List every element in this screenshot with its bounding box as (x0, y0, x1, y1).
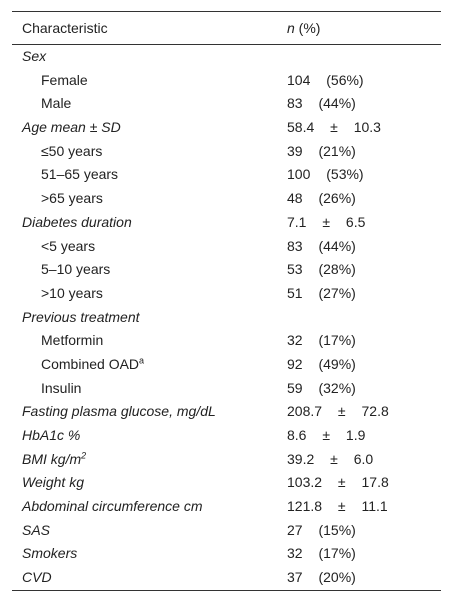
item-row: Metformin 32 (17%) (12, 329, 441, 353)
value-cell: 58.4 ± 10.3 (287, 119, 381, 136)
label: Weight kg (22, 474, 84, 491)
superscript: a (139, 355, 145, 366)
label-cell: 5–10 years (41, 258, 110, 282)
group-row: HbA1c % 8.6 ± 1.9 (12, 424, 441, 448)
item-row: 5–10 years 53 (28%) (12, 258, 441, 282)
label-cell: Diabetes duration (22, 211, 132, 235)
label-cell: ≤50 years (41, 140, 102, 164)
header-percent: (%) (294, 20, 321, 36)
value-cell: 104 (56%) (287, 71, 364, 88)
group-row: Age mean ± SD 58.4 ± 10.3 (12, 116, 441, 140)
label: SAS (22, 521, 51, 538)
group-row: BMI kg/m2 39.2 ± 6.0 (12, 448, 441, 472)
label: BMI kg/m (22, 450, 82, 467)
label-cell: CVD (22, 566, 52, 590)
value-cell: 32 (17%) (287, 545, 356, 562)
group-row: Fasting plasma glucose, mg/dL 208.7 ± 72.… (12, 400, 441, 424)
item-row: 51–65 years 100 (53%) (12, 163, 441, 187)
group-row: Sex (12, 45, 441, 69)
label-cell: >65 years (41, 187, 103, 211)
label: ≤50 years (41, 142, 103, 159)
item-row: Male 83 (44%) (12, 92, 441, 116)
label-cell: Sex (22, 45, 46, 69)
group-row: SAS 27 (15%) (12, 519, 441, 543)
value-cell: 92 (49%) (287, 355, 356, 372)
item-row: <5 years 83 (44%) (12, 235, 441, 259)
label-cell: Metformin (41, 329, 103, 353)
label: Insulin (41, 379, 82, 396)
value-cell: 83 (44%) (287, 237, 356, 254)
label-cell: Fasting plasma glucose, mg/dL (22, 400, 216, 424)
label-cell: BMI kg/m2 (22, 448, 86, 472)
label: Fasting plasma glucose, mg/dL (22, 403, 216, 420)
label-cell: Smokers (22, 542, 77, 566)
label-cell: Female (41, 69, 88, 93)
group-row: Previous treatment (12, 306, 441, 330)
value-cell: 83 (44%) (287, 95, 356, 112)
value-cell: 32 (17%) (287, 332, 356, 349)
label: HbA1c % (22, 427, 81, 443)
header-cell: Characteristic (22, 20, 108, 36)
value-cell: 37 (20%) (287, 569, 356, 586)
value-cell: 53 (28%) (287, 261, 356, 278)
label: Combined OAD (41, 355, 140, 372)
label-cell: 51–65 years (41, 163, 118, 187)
label-cell: <5 years (41, 235, 95, 259)
label: Age mean ± SD (22, 119, 121, 136)
item-row: >65 years 48 (26%) (12, 187, 441, 211)
label-cell: HbA1c % (22, 424, 80, 448)
label: Sex (22, 48, 47, 64)
label-cell: Abdominal circumference cm (22, 495, 203, 519)
label-cell: >10 years (41, 282, 103, 306)
label: <5 years (41, 237, 96, 254)
header-row: Characteristic n (%) (12, 12, 441, 45)
label: Metformin (41, 332, 104, 349)
item-row: Insulin 59 (32%) (12, 377, 441, 401)
label: Abdominal circumference cm (22, 498, 203, 515)
label-cell: Insulin (41, 377, 81, 401)
label-cell: Previous treatment (22, 306, 140, 330)
group-row: Smokers 32 (17%) (12, 542, 441, 566)
label: Male (41, 95, 72, 112)
label: >10 years (41, 284, 103, 301)
value-cell: 59 (32%) (287, 379, 356, 396)
value-cell: 39 (21%) (287, 142, 356, 159)
label: >65 years (41, 190, 103, 207)
table: Characteristic n (%) Sex Female 104 (56%) M… (12, 11, 441, 591)
item-row: ≤50 years 39 (21%) (12, 140, 441, 164)
label-cell: SAS (22, 519, 50, 543)
superscript: 2 (81, 450, 87, 461)
label: Female (41, 71, 88, 88)
value-cell: 27 (15%) (287, 521, 356, 538)
label-cell: Weight kg (22, 471, 84, 495)
group-row: Abdominal circumference cm 121.8 ± 11.1 (12, 495, 441, 519)
value-cell: 103.2 ± 17.8 (287, 474, 389, 491)
value-cell: 208.7 ± 72.8 (287, 403, 389, 420)
header-cell: n (%) (287, 12, 320, 44)
value-cell: 100 (53%) (287, 166, 364, 183)
value-cell: 121.8 ± 11.1 (287, 498, 388, 515)
label: Smokers (22, 545, 78, 562)
label: 5–10 years (41, 261, 111, 278)
item-row: >10 years 51 (27%) (12, 282, 441, 306)
value-cell: 8.6 ± 1.9 (287, 427, 366, 443)
label: 51–65 years (41, 166, 119, 183)
label-cell: Combined OADa (41, 353, 144, 377)
value-cell: 48 (26%) (287, 190, 356, 207)
group-row: Weight kg 103.2 ± 17.8 (12, 471, 441, 495)
header-n: n (287, 20, 295, 36)
value-cell: 7.1 ± 6.5 (287, 213, 366, 230)
item-row: Combined OADa 92 (49%) (12, 353, 441, 377)
label-cell: Age mean ± SD (22, 116, 121, 140)
group-row: Diabetes duration 7.1 ± 6.5 (12, 211, 441, 235)
group-row: CVD 37 (20%) (12, 566, 441, 590)
label: Diabetes duration (22, 213, 132, 230)
value-cell: 51 (27%) (287, 284, 356, 301)
value-cell: 39.2 ± 6.0 (287, 450, 374, 467)
label: CVD (22, 569, 52, 586)
label-cell: Male (41, 92, 71, 116)
label: Previous treatment (22, 308, 140, 325)
item-row: Female 104 (56%) (12, 69, 441, 93)
